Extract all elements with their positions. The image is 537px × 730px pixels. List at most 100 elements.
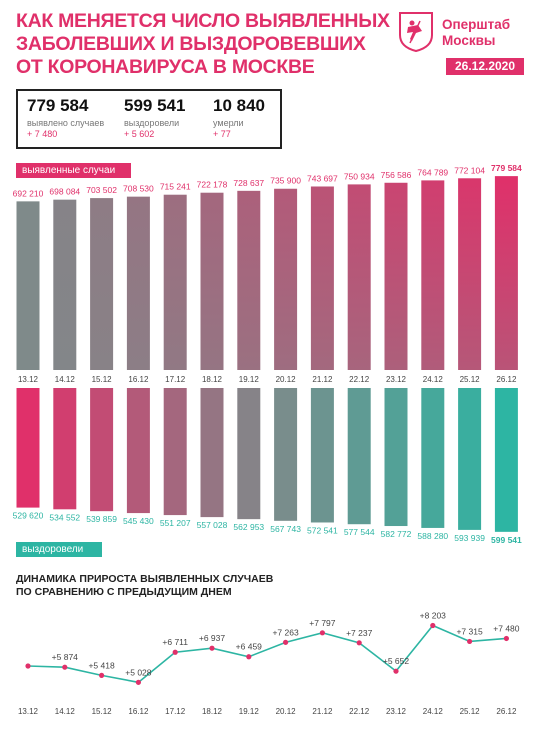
recovered-bar [421,388,445,528]
deaths-delta: + 77 [213,129,231,139]
increase-value-label: +7 315 [456,626,483,636]
recovered-bar [53,388,77,510]
increase-value-label: +5 028 [125,667,152,677]
cases-value-label: 764 789 [417,167,448,177]
increase-point [99,672,105,678]
increase-value-label: +7 237 [346,628,373,638]
increase-point [172,649,178,655]
date-tick-label: 16.12 [128,375,149,384]
cases-bar [90,198,114,370]
cases-value-label: 743 697 [307,173,338,183]
cases-tag: выявленные случаи [16,163,131,178]
cases-value-label: 779 584 [491,163,522,173]
recovered-value-label: 599 541 [491,535,522,545]
cases-bar [494,176,518,370]
recovered-bar [274,388,298,521]
cases-value-label: 756 586 [381,170,412,180]
cases-value-label: 703 502 [86,185,117,195]
brand-line-1: Оперштаб [442,17,511,32]
cases-value-label: 728 637 [233,178,264,188]
cases-value-label: 692 210 [13,188,44,198]
recovered-bar [163,388,187,516]
increase-value-label: +5 652 [383,656,410,666]
line-date-tick-label: 26.12 [496,707,517,716]
increase-value-label: +7 797 [309,618,336,628]
brand-line-2: Москвы [442,33,496,48]
date-tick-label: 26.12 [496,375,517,384]
line-date-tick-label: 19.12 [239,707,260,716]
date-tick-label: 15.12 [92,375,113,384]
recovered-value-label: 567 743 [270,524,301,534]
line-date-tick-label: 15.12 [92,707,113,716]
recovered-value-label: 572 541 [307,525,338,535]
increase-point [62,664,68,670]
increase-value-label: +6 937 [199,633,226,643]
deaths-value: 10 840 [213,96,265,115]
cases-value: 779 584 [27,96,89,115]
date-tick-label: 23.12 [386,375,407,384]
increase-point [209,645,215,651]
cases-value-label: 722 178 [197,180,228,190]
cases-bar [237,190,261,370]
date-badge: 26.12.2020 [446,58,524,75]
recovered-bar [237,388,261,520]
date-tick-label: 19.12 [239,375,260,384]
cases-bar [310,186,334,370]
title-line-3: ОТ КОРОНАВИРУСА В МОСКВЕ [16,56,315,78]
date-tick-label: 17.12 [165,375,186,384]
title-line-1: КАК МЕНЯЕТСЯ ЧИСЛО ВЫЯВЛЕННЫХ [16,10,390,32]
page-title: КАК МЕНЯЕТСЯ ЧИСЛО ВЫЯВЛЕННЫХ ЗАБОЛЕВШИХ… [16,10,390,79]
recovered-bar [200,388,224,518]
recovered-value-label: 557 028 [197,520,228,530]
recovered-value-label: 593 939 [454,533,485,543]
cases-delta: + 7 480 [27,129,58,139]
increase-value-label: +6 459 [236,642,263,652]
recovered-bar [494,388,518,532]
recovered-bar [347,388,371,525]
moscow-coat-of-arms-icon [399,12,433,53]
dynamics-title-line-2: ПО СРАВНЕНИЮ С ПРЕДЫДУЩИМ ДНЕМ [16,586,232,598]
recovered-value-label: 539 859 [86,514,117,524]
cases-bar [384,182,408,370]
brand: Оперштаб Москвы [442,17,510,49]
deaths-stat: 10 840 умерли + 77 [213,96,265,140]
line-date-tick-label: 18.12 [202,707,223,716]
deaths-label: умерли [213,118,244,128]
cases-bar [458,178,482,370]
cases-bar [16,201,40,370]
line-date-tick-label: 21.12 [312,707,333,716]
increase-point [283,639,289,645]
increase-point [135,679,141,685]
increase-line [27,624,507,684]
cases-stat: 779 584 выявлено случаев + 7 480 [27,96,104,140]
cases-value-label: 698 084 [49,187,80,197]
increase-point [467,638,473,645]
increase-point [25,663,31,669]
increase-point [246,654,252,660]
cases-bar [421,180,445,370]
recovered-value-label: 545 430 [123,516,154,526]
recovered-value-label: 577 544 [344,527,375,537]
recovered-delta: + 5 602 [124,129,155,139]
recovered-bar [90,388,114,512]
line-date-tick-label: 23.12 [386,707,407,716]
cases-value-label: 715 241 [160,182,191,192]
line-date-tick-label: 22.12 [349,707,370,716]
summary-box: 779 584 выявлено случаев + 7 480 599 541… [16,89,282,149]
recovered-bar [16,388,40,508]
cases-value-label: 750 934 [344,171,375,181]
line-date-tick-label: 14.12 [55,707,76,716]
date-tick-label: 18.12 [202,375,223,384]
recovered-bar [458,388,482,530]
date-tick-label: 21.12 [312,375,333,384]
line-date-tick-label: 20.12 [276,707,297,716]
cases-bar [200,192,224,370]
recovered-value-label: 551 207 [160,518,191,528]
increase-point [356,640,362,646]
dynamics-title-line-1: ДИНАМИКА ПРИРОСТА ВЫЯВЛЕННЫХ СЛУЧАЕВ [16,573,274,585]
increase-value-label: +7 263 [272,627,299,637]
dynamics-title: ДИНАМИКА ПРИРОСТА ВЫЯВЛЕННЫХ СЛУЧАЕВ ПО … [16,573,273,599]
cases-bar [126,196,150,370]
date-tick-label: 13.12 [18,375,39,384]
